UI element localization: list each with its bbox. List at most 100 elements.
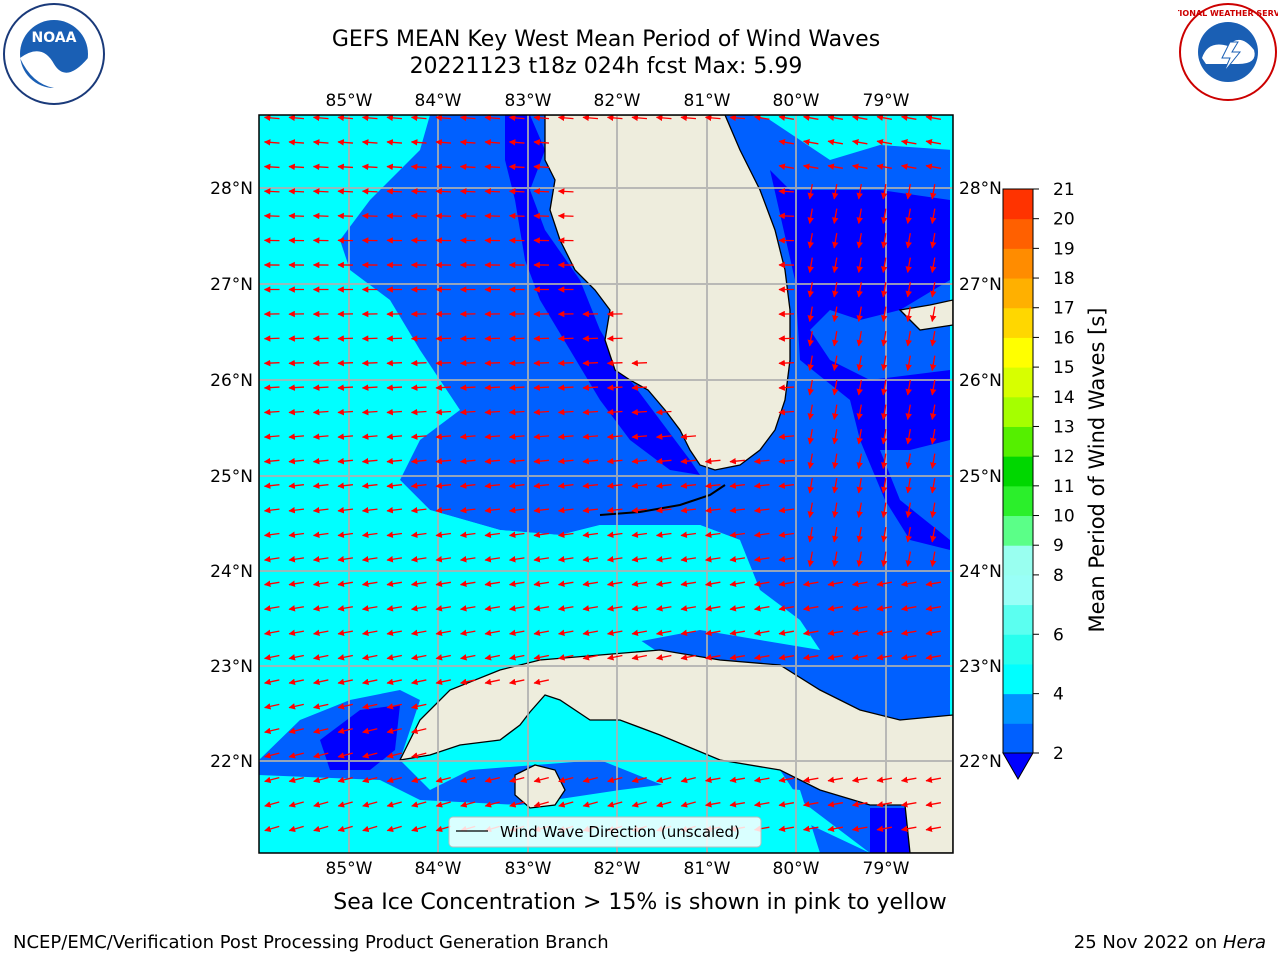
lat-label: 24°N <box>959 562 1002 582</box>
wind-wave-arrow <box>435 654 451 661</box>
wind-wave-arrow <box>704 457 721 465</box>
wind-wave-arrow <box>288 825 304 833</box>
wind-wave-arrow <box>558 776 574 784</box>
wind-wave-arrow <box>680 556 697 563</box>
wind-wave-arrow <box>876 605 892 612</box>
wind-wave-arrow <box>905 502 912 519</box>
wind-wave-arrow <box>631 801 647 808</box>
wind-wave-arrow <box>881 527 888 543</box>
wind-wave-arrow <box>386 605 403 612</box>
lat-label: 26°N <box>210 371 253 391</box>
wind-wave-arrow <box>753 605 770 612</box>
wind-wave-arrow <box>533 384 550 391</box>
wind-wave-arrow <box>386 580 403 587</box>
wind-wave-arrow <box>807 282 814 298</box>
colorbar-segment <box>1003 367 1033 398</box>
lon-label: 83°W <box>505 91 552 111</box>
wind-wave-arrow <box>484 801 500 808</box>
wind-wave-arrow <box>900 139 917 146</box>
wind-wave-arrow <box>288 580 305 587</box>
wind-wave-arrow <box>827 163 843 170</box>
wind-wave-arrow <box>582 384 599 391</box>
colorbar-segment <box>1003 604 1033 635</box>
nws-logo-text: NATIONAL WEATHER SERVICE <box>1178 9 1278 18</box>
wind-wave-arrow <box>484 678 500 686</box>
wind-wave-arrow <box>582 605 599 612</box>
wind-wave-arrow <box>508 605 525 612</box>
wind-wave-arrow <box>807 429 814 445</box>
colorbar-tick-label: 12 <box>1053 447 1075 467</box>
wind-wave-arrow <box>435 139 452 146</box>
wind-wave-arrow <box>905 257 912 274</box>
wind-wave-arrow <box>557 482 574 489</box>
wind-wave-arrow <box>484 212 501 220</box>
wind-wave-arrow <box>312 212 329 220</box>
wind-wave-arrow <box>802 163 819 170</box>
wind-wave-arrow <box>905 453 912 470</box>
wind-wave-arrow <box>313 801 329 808</box>
wind-wave-arrow <box>362 727 378 735</box>
wind-wave-arrow <box>337 703 353 710</box>
wind-wave-arrow <box>753 482 770 489</box>
wind-wave-arrow <box>288 188 305 195</box>
andros-island <box>898 299 953 331</box>
wind-wave-arrow <box>680 115 697 122</box>
wind-wave-arrow <box>925 605 941 612</box>
wind-wave-arrow <box>606 482 623 489</box>
lon-label: 84°W <box>415 859 462 879</box>
wind-wave-arrow <box>361 384 378 391</box>
wind-wave-arrow <box>881 355 888 372</box>
wind-wave-arrow <box>410 384 427 391</box>
wind-wave-arrow <box>851 605 868 612</box>
wind-wave-arrow <box>459 580 476 587</box>
wind-wave-arrow <box>729 482 746 489</box>
wind-wave-arrow <box>802 825 819 832</box>
wind-wave-arrow <box>680 801 696 808</box>
wind-wave-arrow <box>533 506 550 514</box>
wind-wave-arrow <box>631 359 648 367</box>
wind-wave-arrow <box>778 580 794 587</box>
wind-wave-arrow <box>881 257 888 274</box>
wind-wave-arrow <box>435 457 452 465</box>
map-legend: Wind Wave Direction (unscaled) <box>448 816 762 848</box>
wind-wave-arrow <box>655 629 672 636</box>
wind-wave-arrow <box>337 629 353 636</box>
wind-wave-arrow <box>337 678 353 686</box>
wind-wave-arrow <box>337 506 354 514</box>
wind-wave-arrow <box>807 478 814 494</box>
wind-wave-arrow <box>337 115 354 122</box>
wind-wave-arrow <box>508 556 525 563</box>
wind-wave-arrow <box>533 580 550 587</box>
wind-wave-arrow <box>832 257 839 274</box>
wind-wave-arrow <box>362 825 378 833</box>
wind-wave-arrow <box>386 654 402 661</box>
wind-wave-arrow <box>704 801 721 808</box>
lat-label: 27°N <box>959 275 1002 295</box>
colorbar-tick-label: 11 <box>1053 477 1075 497</box>
lon-label: 80°W <box>773 91 820 111</box>
lon-label: 79°W <box>863 91 910 111</box>
wind-wave-arrow <box>905 380 912 396</box>
wind-wave-arrow <box>557 408 574 416</box>
wind-wave-arrow <box>435 115 452 122</box>
wind-wave-arrow <box>680 605 697 612</box>
wind-wave-arrow <box>655 531 672 538</box>
wind-wave-arrow <box>851 580 868 587</box>
wind-wave-arrow <box>856 429 863 445</box>
wind-wave-arrow <box>881 233 888 249</box>
wind-wave-arrow <box>263 556 280 563</box>
colorbar-segment <box>1003 426 1033 457</box>
wind-wave-arrow <box>557 457 574 465</box>
wind-wave-arrow <box>881 502 888 519</box>
colorbar-tick-label: 4 <box>1053 685 1064 705</box>
wind-wave-arrow <box>827 605 843 612</box>
wind-wave-arrow <box>337 163 354 171</box>
wind-wave-arrow <box>558 654 574 661</box>
wind-wave-arrow <box>337 433 354 440</box>
wind-wave-arrow <box>930 453 937 470</box>
wind-wave-arrow <box>827 654 843 661</box>
wind-wave-arrow <box>851 825 868 832</box>
wind-wave-arrow <box>930 331 937 347</box>
wind-wave-arrow <box>655 556 672 563</box>
